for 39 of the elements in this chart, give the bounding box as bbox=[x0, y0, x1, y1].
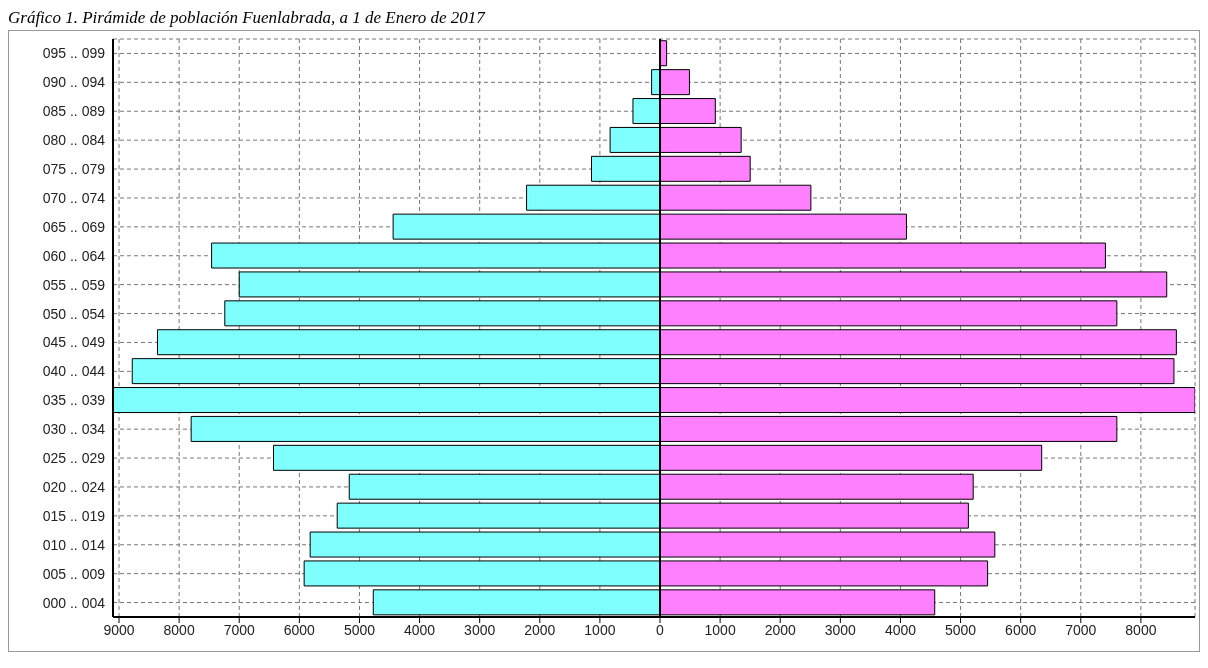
y-tick-label: 080 .. 084 bbox=[42, 132, 106, 149]
x-tick-label: 3000 bbox=[464, 621, 496, 638]
y-tick-label: 000 .. 004 bbox=[42, 594, 106, 611]
chart-title: Gráfico 1. Pirámide de población Fuenlabrada, a 1 de Enero de 2017 bbox=[8, 8, 487, 29]
x-tick-label: 6000 bbox=[283, 621, 316, 638]
y-tick-label: 065 .. 069 bbox=[42, 218, 106, 235]
y-tick-label: 045 .. 049 bbox=[42, 334, 106, 351]
x-tick-label: 1000 bbox=[584, 621, 616, 638]
x-tick-label: 5000 bbox=[944, 621, 977, 638]
x-tick-label: 3000 bbox=[824, 621, 857, 638]
y-tick-label: 085 .. 089 bbox=[42, 103, 106, 120]
y-tick-label: 035 .. 039 bbox=[42, 392, 106, 409]
y-tick-label: 060 .. 064 bbox=[42, 247, 106, 264]
y-tick-label: 050 .. 054 bbox=[42, 305, 106, 322]
y-tick-label: 095 .. 099 bbox=[42, 45, 106, 62]
x-tick-label: 9000 bbox=[103, 621, 135, 638]
y-tick-label: 055 .. 059 bbox=[42, 276, 106, 293]
x-tick-label: 4000 bbox=[403, 621, 436, 638]
x-tick-label: 8000 bbox=[163, 621, 195, 638]
x-tick-label: 5000 bbox=[343, 621, 376, 638]
y-tick-label: 005 .. 009 bbox=[42, 565, 106, 582]
x-tick-label: 7000 bbox=[1065, 621, 1097, 638]
y-tick-label: 015 .. 019 bbox=[42, 507, 106, 524]
y-tick-label: 090 .. 094 bbox=[42, 74, 106, 91]
x-tick-label: 1000 bbox=[704, 621, 736, 638]
x-tick-label: 6000 bbox=[1005, 621, 1037, 638]
y-tick-label: 075 .. 079 bbox=[42, 161, 106, 178]
y-tick-label: 020 .. 024 bbox=[42, 478, 106, 495]
x-tick-label: 0 bbox=[656, 621, 665, 638]
y-tick-label: 040 .. 044 bbox=[42, 363, 106, 380]
y-tick-label: 030 .. 034 bbox=[42, 421, 106, 438]
x-tick-label: 4000 bbox=[884, 621, 917, 638]
x-tick-label: 2000 bbox=[764, 621, 797, 638]
y-tick-label: 010 .. 014 bbox=[42, 536, 106, 553]
x-tick-label: 8000 bbox=[1125, 621, 1157, 638]
y-tick-label: 025 .. 029 bbox=[42, 450, 106, 467]
x-tick-label: 7000 bbox=[223, 621, 256, 638]
x-tick-label: 2000 bbox=[524, 621, 556, 638]
y-tick-label: 070 .. 074 bbox=[42, 189, 106, 206]
